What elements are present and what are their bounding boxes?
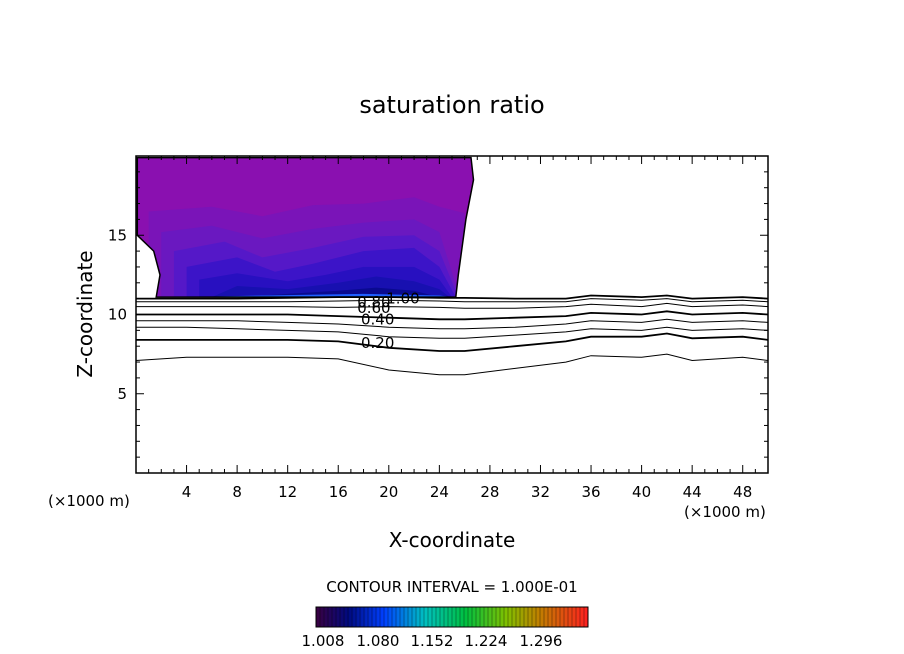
- y-tick-label: 15: [108, 226, 127, 244]
- contour-line-0_3: [136, 326, 768, 339]
- contour-line-0_9: [136, 298, 768, 303]
- colorbar-tick-label: 1.224: [465, 632, 508, 650]
- contour-label: 0.80: [357, 293, 390, 311]
- contour-label: 1.00: [386, 290, 419, 308]
- colorbar-tick-label: 1.008: [302, 632, 345, 650]
- x-tick-label: 20: [379, 483, 398, 501]
- x-tick-label: 24: [430, 483, 449, 501]
- x-tick-label: 8: [232, 483, 242, 501]
- x-tick-label: 16: [329, 483, 348, 501]
- contour-label: 0.60: [357, 299, 390, 317]
- colorbar-tick-label: 1.152: [411, 632, 454, 650]
- x-tick-label: 12: [278, 483, 297, 501]
- chart-title: saturation ratio: [359, 91, 544, 119]
- contour-line-0_8: [136, 302, 768, 309]
- x-unit-right: (×1000 m): [684, 503, 766, 521]
- contour-label: 0.20: [361, 334, 394, 352]
- x-tick-label: 44: [683, 483, 702, 501]
- y-tick-label: 10: [108, 306, 127, 324]
- contour-line-0_1: [136, 353, 768, 376]
- colorbar-tick-label: 1.080: [357, 632, 400, 650]
- y-axis-label: Z-coordinate: [73, 250, 97, 377]
- colorbar: 1.008 1.080 1.152 1.224 1.296: [302, 606, 589, 650]
- colorbar-tick-label: 1.296: [520, 632, 563, 650]
- x-tick-label: 40: [632, 483, 651, 501]
- contour-line-1: [136, 294, 768, 300]
- contour-line-0_2: [136, 332, 768, 352]
- x-tick-label: 32: [531, 483, 550, 501]
- contour-line-0_4: [136, 318, 768, 330]
- supersaturated-fill: [137, 157, 474, 298]
- y-tick-label: 5: [117, 385, 127, 403]
- x-tick-label: 4: [182, 483, 192, 501]
- x-tick-label: 36: [581, 483, 600, 501]
- colorbar-tick-labels: 1.008 1.080 1.152 1.224 1.296: [302, 632, 563, 650]
- contour-line-0_6: [136, 310, 768, 321]
- supersaturated-outline: [136, 156, 475, 298]
- x-axis-label: X-coordinate: [389, 528, 516, 552]
- contour-label: 0.40: [361, 310, 394, 328]
- x-tick-label: 48: [733, 483, 752, 501]
- contour-lines: [136, 294, 768, 376]
- x-tick-label: 28: [480, 483, 499, 501]
- contour-interval-text: CONTOUR INTERVAL = 1.000E-01: [326, 578, 577, 596]
- colorbar-dividers: [319, 607, 585, 627]
- contour-labels: 1.000.800.600.40 0.20: [357, 290, 419, 352]
- x-unit-left: (×1000 m): [48, 492, 130, 510]
- plot-area: [136, 157, 768, 376]
